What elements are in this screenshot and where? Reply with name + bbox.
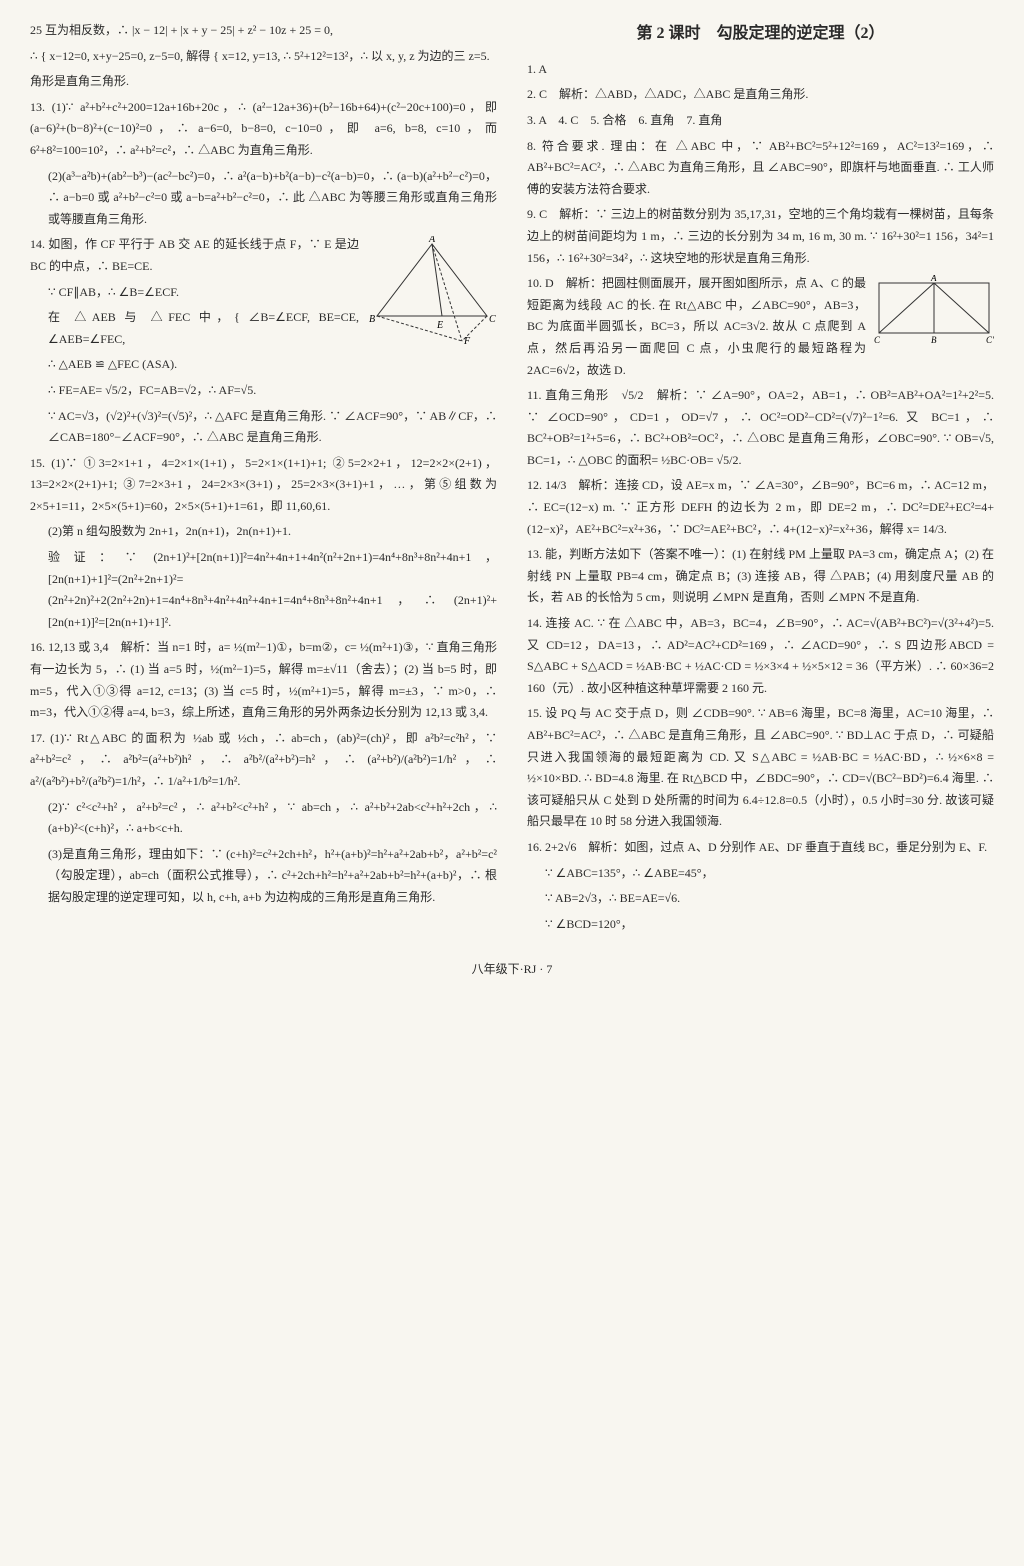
text-line: 25 互为相反数，∴ |x − 12| + |x + y − 25| + z² … [30, 20, 497, 42]
problem-13-2: (2)(a³−a²b)+(ab²−b³)−(ac²−bc²)=0，∴ a²(a−… [30, 166, 497, 231]
problem-10: A C B C′ 10. D 解析：把圆柱侧面展开，展开图如图所示，点 A、C … [527, 273, 994, 381]
problem-13: 13. 能，判断方法如下（答案不唯一）：(1) 在射线 PM 上量取 PA=3 … [527, 544, 994, 609]
problem-13-1: 13. (1)∵ a²+b²+c²+200=12a+16b+20c，∴ (a²−… [30, 97, 497, 162]
text-line: ∴ { x−12=0, x+y−25=0, z−5=0, 解得 { x=12, … [30, 46, 497, 68]
svg-text:A: A [930, 275, 937, 283]
problem-17-1: 17. (1)∵ Rt△ABC 的面积为 ½ab 或 ½ch，∴ ab=ch，(… [30, 728, 497, 793]
problem-16-4: ∵ ∠BCD=120°， [527, 914, 994, 936]
svg-text:F: F [463, 336, 471, 346]
left-column: 25 互为相反数，∴ |x − 12| + |x + y − 25| + z² … [30, 20, 497, 939]
text-line: ∴ FE=AE= √5/2，FC=AB=√2，∴ AF=√5. [30, 380, 497, 402]
page-container: 25 互为相反数，∴ |x − 12| + |x + y − 25| + z² … [30, 20, 994, 939]
page-footer: 八年级下·RJ · 7 [30, 959, 994, 981]
svg-text:C: C [489, 314, 496, 325]
problem-14: 14. 连接 AC. ∵ 在 △ABC 中，AB=3，BC=4，∠B=90°，∴… [527, 613, 994, 699]
problem-8: 8. 符合要求. 理由：在 △ABC 中，∵ AB²+BC²=5²+12²=16… [527, 136, 994, 201]
svg-text:C′: C′ [986, 335, 994, 345]
svg-text:E: E [436, 320, 443, 331]
problem-16-3: ∵ AB=2√3，∴ BE=AE=√6. [527, 888, 994, 910]
problem-17-2: (2)∵ c²<c²+h²，a²+b²=c²，∴ a²+b²<c²+h²，∵ a… [30, 797, 497, 840]
text-line: 角形是直角三角形. [30, 71, 497, 93]
text-span: 14. 如图，作 CF 平行于 AB 交 AE 的延长线于点 F，∵ E 是边 … [30, 237, 359, 273]
text-line: ∵ AC=√3，(√2)²+(√3)²=(√5)²，∴ △AFC 是直角三角形.… [30, 406, 497, 449]
problem-15-3: 验证：∵ (2n+1)²+[2n(n+1)]²=4n²+4n+1+4n²(n²+… [30, 547, 497, 633]
text-line: ∴ △AEB ≌ △FEC (ASA). [30, 354, 497, 376]
triangle-diagram: A B E C F [367, 236, 497, 346]
svg-text:B: B [369, 314, 375, 325]
problem-16-1: 16. 2+2√6 解析：如图，过点 A、D 分别作 AE、DF 垂直于直线 B… [527, 837, 994, 859]
svg-text:A: A [428, 236, 436, 245]
problems-3-7: 3. A 4. C 5. 合格 6. 直角 7. 直角 [527, 110, 994, 132]
problem-16-2: ∵ ∠ABC=135°，∴ ∠ABE=45°， [527, 863, 994, 885]
problem-15-2: (2)第 n 组勾股数为 2n+1，2n(n+1)，2n(n+1)+1. [30, 521, 497, 543]
problem-2: 2. C 解析：△ABD，△ADC，△ABC 是直角三角形. [527, 84, 994, 106]
problem-1: 1. A [527, 59, 994, 81]
problem-9: 9. C 解析：∵ 三边上的树苗数分别为 35,17,31，空地的三个角均栽有一… [527, 204, 994, 269]
problem-14-1: A B E C F 14. 如图，作 CF 平行于 AB 交 AE 的延长线于点… [30, 234, 497, 277]
problem-11: 11. 直角三角形 √5/2 解析：∵ ∠A=90°，OA=2，AB=1，∴ O… [527, 385, 994, 471]
problem-16: 16. 12,13 或 3,4 解析：当 n=1 时，a= ½(m²−1)①，b… [30, 637, 497, 723]
right-column: 第 2 课时 勾股定理的逆定理（2） 1. A 2. C 解析：△ABD，△AD… [527, 20, 994, 939]
cylinder-unfold-diagram: A C B C′ [874, 275, 994, 345]
problem-15: 15. 设 PQ 与 AC 交于点 D，则 ∠CDB=90°. ∵ AB=6 海… [527, 703, 994, 833]
svg-text:B: B [931, 335, 937, 345]
svg-text:C: C [874, 335, 881, 345]
problem-12: 12. 14/3 解析：连接 CD，设 AE=x m，∵ ∠A=30°，∠B=9… [527, 475, 994, 540]
problem-15-1: 15. (1)∵ ①3=2×1+1，4=2×1×(1+1)，5=2×1×(1+1… [30, 453, 497, 518]
section-title: 第 2 课时 勾股定理的逆定理（2） [527, 20, 994, 49]
problem-17-3: (3)是直角三角形，理由如下：∵ (c+h)²=c²+2ch+h²，h²+(a+… [30, 844, 497, 909]
text-span: 10. D 解析：把圆柱侧面展开，展开图如图所示，点 A、C 的最短距离为线段 … [527, 276, 866, 376]
